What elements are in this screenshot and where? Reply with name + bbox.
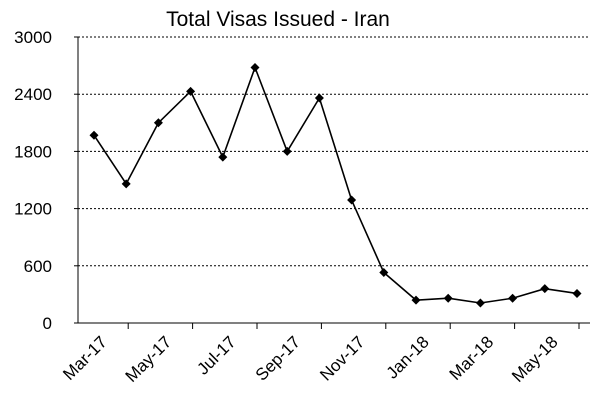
x-tick-label: Jul-17 <box>193 332 239 378</box>
data-point-Sep-17 <box>282 146 292 156</box>
data-point-Mar-17 <box>89 130 99 140</box>
x-tick-label: Sep-17 <box>252 332 304 384</box>
x-tick-label: Jan-18 <box>383 332 433 382</box>
data-point-Apr-18 <box>508 293 518 303</box>
y-tick-label: 600 <box>24 257 52 276</box>
data-point-Jun-18 <box>572 288 582 298</box>
y-tick-label: 2400 <box>14 85 52 104</box>
x-tick-label: May-17 <box>122 332 176 386</box>
data-point-May-17 <box>153 118 163 128</box>
data-point-Nov-17 <box>347 195 357 205</box>
data-point-Oct-17 <box>314 93 324 103</box>
x-tick-label: May-18 <box>508 332 562 386</box>
y-tick-label: 0 <box>43 314 52 333</box>
y-tick-label: 1200 <box>14 200 52 219</box>
y-tick-label: 1800 <box>14 142 52 161</box>
data-point-Apr-17 <box>121 179 131 189</box>
y-tick-label: 3000 <box>14 28 52 47</box>
series-iran-visas <box>89 63 582 308</box>
data-point-Jul-17 <box>218 152 228 162</box>
data-point-May-18 <box>540 284 550 294</box>
x-tick-label: Mar-17 <box>59 332 111 384</box>
axes <box>74 36 590 329</box>
data-point-Aug-17 <box>250 63 260 73</box>
x-tick-label: Mar-18 <box>446 332 498 384</box>
grid-lines <box>78 36 590 267</box>
data-point-Feb-18 <box>443 293 453 303</box>
chart-title: Total Visas Issued - Iran <box>166 8 390 31</box>
data-point-Jan-18 <box>411 295 421 305</box>
x-tick-label: Nov-17 <box>316 332 368 384</box>
y-tick-labels: 0 600 1200 1800 2400 3000 <box>14 28 52 333</box>
x-tick-labels: Mar-17 May-17 Jul-17 Sep-17 Nov-17 Jan-18 Mar-… <box>59 332 561 386</box>
data-point-Mar-18 <box>475 298 485 308</box>
data-point-Jun-17 <box>186 86 196 96</box>
series-line <box>93 65 578 304</box>
data-point-Dec-17 <box>379 267 389 277</box>
